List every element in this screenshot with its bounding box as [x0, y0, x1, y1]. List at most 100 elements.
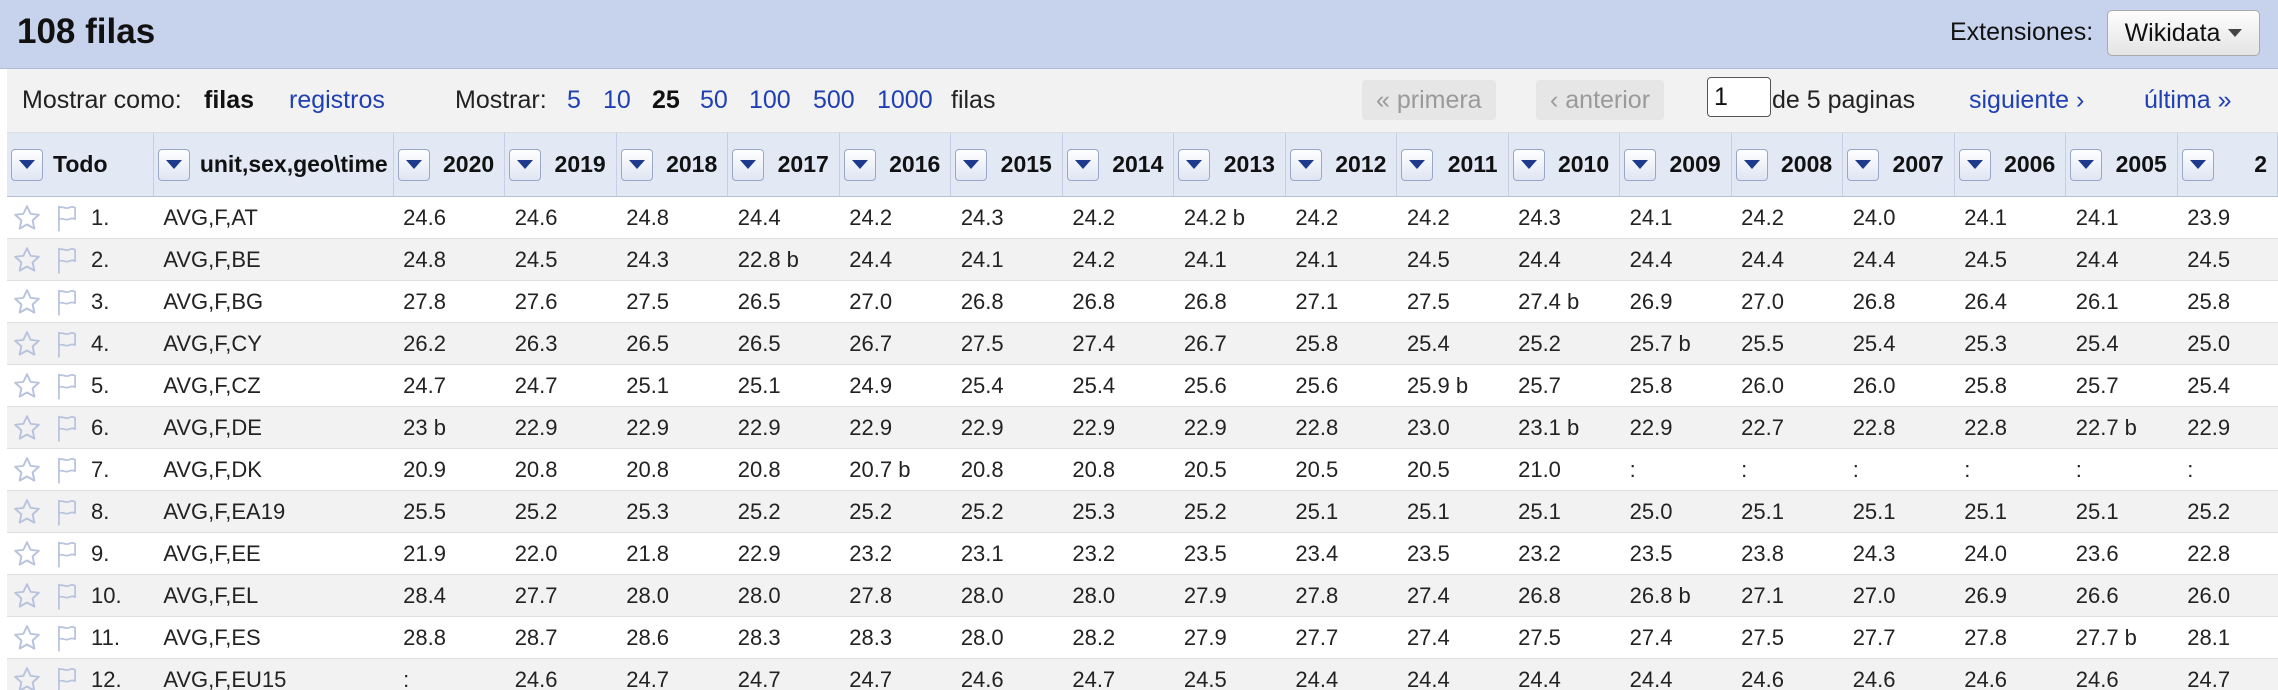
page-size-5[interactable]: 5	[567, 86, 581, 114]
year-column-label: 2013	[1223, 151, 1275, 177]
all-column-header[interactable]: Todo	[7, 133, 154, 197]
page-size-1000[interactable]: 1000	[877, 86, 933, 114]
key-column-header[interactable]: unit,sex,geo\time	[153, 133, 394, 197]
year-column-header[interactable]: 2010	[1508, 133, 1621, 197]
column-menu-dropdown[interactable]	[1512, 148, 1545, 181]
column-menu-dropdown[interactable]	[397, 148, 430, 181]
value-cell: 23.1	[950, 532, 1063, 575]
column-menu-dropdown[interactable]	[1289, 148, 1322, 181]
star-icon[interactable]	[7, 539, 47, 569]
flag-icon[interactable]	[47, 497, 87, 527]
year-column-header[interactable]: 2016	[839, 133, 952, 197]
year-column-header[interactable]: 2012	[1285, 133, 1398, 197]
flag-icon[interactable]	[47, 245, 87, 275]
year-column-header[interactable]: 2015	[950, 133, 1063, 197]
value-cell: 24.6	[504, 658, 617, 690]
value-cell: 21.8	[616, 532, 728, 575]
flag-icon[interactable]	[47, 413, 87, 443]
value-cell: 28.0	[1062, 574, 1174, 617]
page-size-50[interactable]: 50	[700, 86, 728, 114]
show-as-rows-option[interactable]: filas	[204, 86, 255, 114]
year-column-header[interactable]: 2005	[2065, 133, 2178, 197]
year-column-header[interactable]: 2006	[1954, 133, 2067, 197]
column-menu-dropdown[interactable]	[2070, 148, 2103, 181]
total-pages-label: de 5 paginas	[1772, 86, 1916, 114]
column-menu-dropdown[interactable]	[11, 148, 43, 181]
value-cell: 25.1	[1731, 490, 1843, 533]
year-column-header[interactable]: 2013	[1173, 133, 1286, 197]
data-table-container: Todo unit,sex,geo\time 2020 2019 2018 2017 2…	[7, 133, 2278, 690]
column-menu-dropdown[interactable]	[1178, 148, 1211, 181]
value-cell: 24.0	[1954, 532, 2066, 575]
row-number: 4.	[91, 330, 110, 356]
value-cell: 27.8	[1285, 574, 1397, 617]
star-icon[interactable]	[7, 413, 47, 443]
year-column-header[interactable]: 2011	[1396, 133, 1509, 197]
flag-icon[interactable]	[47, 455, 87, 485]
year-column-header[interactable]: 2007	[1842, 133, 1955, 197]
value-cell: 22.9	[504, 406, 617, 449]
page-size-500[interactable]: 500	[813, 86, 855, 114]
column-menu-dropdown[interactable]	[1847, 148, 1880, 181]
value-cell: 24.0	[1842, 196, 1955, 239]
table-row: 11. AVG,F,ES 28.8 28.7 28.6 28.3 28.3 28.0 28.2 2…	[7, 616, 2278, 659]
flag-icon[interactable]	[47, 287, 87, 317]
flag-icon[interactable]	[47, 371, 87, 401]
page-size-10[interactable]: 10	[603, 86, 631, 114]
value-cell: 20.8	[504, 448, 617, 491]
column-menu-dropdown[interactable]	[1401, 148, 1434, 181]
next-page-link[interactable]: siguiente ›	[1969, 86, 2085, 114]
year-column-header[interactable]: 2019	[504, 133, 617, 197]
flag-icon[interactable]	[47, 203, 87, 233]
column-menu-dropdown[interactable]	[157, 148, 190, 181]
year-column-header[interactable]: 2008	[1731, 133, 1844, 197]
flag-icon[interactable]	[47, 665, 87, 690]
year-column-header[interactable]: 2018	[616, 133, 729, 197]
column-menu-dropdown[interactable]	[620, 148, 653, 181]
column-menu-dropdown[interactable]	[732, 148, 765, 181]
star-icon[interactable]	[7, 287, 47, 317]
column-menu-dropdown[interactable]	[1624, 148, 1657, 181]
first-page-button[interactable]: « primera	[1362, 80, 1496, 120]
flag-icon[interactable]	[47, 581, 87, 611]
value-cell: 24.7	[2177, 658, 2278, 690]
year-column-header[interactable]: 2009	[1619, 133, 1732, 197]
row-key-cell: AVG,F,DK	[153, 448, 394, 491]
star-icon[interactable]	[7, 371, 47, 401]
column-menu-dropdown[interactable]	[509, 148, 542, 181]
flag-icon[interactable]	[47, 539, 87, 569]
show-label: Mostrar:	[455, 86, 547, 114]
year-column-header[interactable]: 2014	[1062, 133, 1175, 197]
star-icon[interactable]	[7, 581, 47, 611]
flag-icon[interactable]	[47, 623, 87, 653]
star-icon[interactable]	[7, 329, 47, 359]
column-menu-dropdown[interactable]	[1735, 148, 1768, 181]
previous-page-button[interactable]: ‹ anterior	[1536, 80, 1665, 120]
star-icon[interactable]	[7, 665, 47, 690]
page-size-25-selected[interactable]: 25	[652, 86, 680, 114]
column-menu-dropdown[interactable]	[2181, 148, 2214, 181]
last-page-link[interactable]: última »	[2144, 86, 2232, 114]
year-column-header[interactable]: 2017	[727, 133, 840, 197]
star-icon[interactable]	[7, 623, 47, 653]
star-icon[interactable]	[7, 245, 47, 275]
star-icon[interactable]	[7, 455, 47, 485]
year-column-header[interactable]: 2020	[393, 133, 506, 197]
flag-icon[interactable]	[47, 329, 87, 359]
page-number-input[interactable]	[1707, 77, 1771, 117]
value-cell: 25.2	[1508, 322, 1620, 365]
value-cell: 26.1	[2065, 280, 2178, 323]
value-cell: 23.1 b	[1508, 406, 1620, 449]
page-size-100[interactable]: 100	[749, 86, 791, 114]
star-icon[interactable]	[7, 203, 47, 233]
star-icon[interactable]	[7, 497, 47, 527]
value-cell: 26.7	[839, 322, 951, 365]
column-menu-dropdown[interactable]	[843, 148, 876, 181]
column-menu-dropdown[interactable]	[1958, 148, 1991, 181]
show-as-records-link[interactable]: registros	[289, 86, 385, 114]
column-menu-dropdown[interactable]	[955, 148, 988, 181]
year-column-header[interactable]: 2	[2177, 133, 2278, 197]
value-cell: 25.2	[2177, 490, 2278, 533]
column-menu-dropdown[interactable]	[1066, 148, 1099, 181]
wikidata-extension-button[interactable]: Wikidata	[2107, 10, 2260, 56]
